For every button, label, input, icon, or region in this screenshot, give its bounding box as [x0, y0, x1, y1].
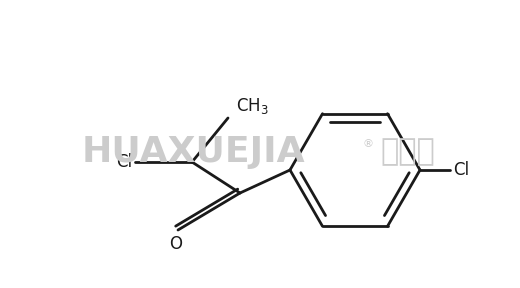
- Text: 化学加: 化学加: [380, 137, 435, 166]
- Text: Cl: Cl: [116, 153, 132, 171]
- Text: ®: ®: [362, 139, 373, 149]
- Text: O: O: [170, 235, 183, 253]
- Text: Cl: Cl: [453, 161, 469, 179]
- Text: HUAXUEJIA: HUAXUEJIA: [82, 135, 306, 169]
- Text: CH$_3$: CH$_3$: [236, 96, 269, 116]
